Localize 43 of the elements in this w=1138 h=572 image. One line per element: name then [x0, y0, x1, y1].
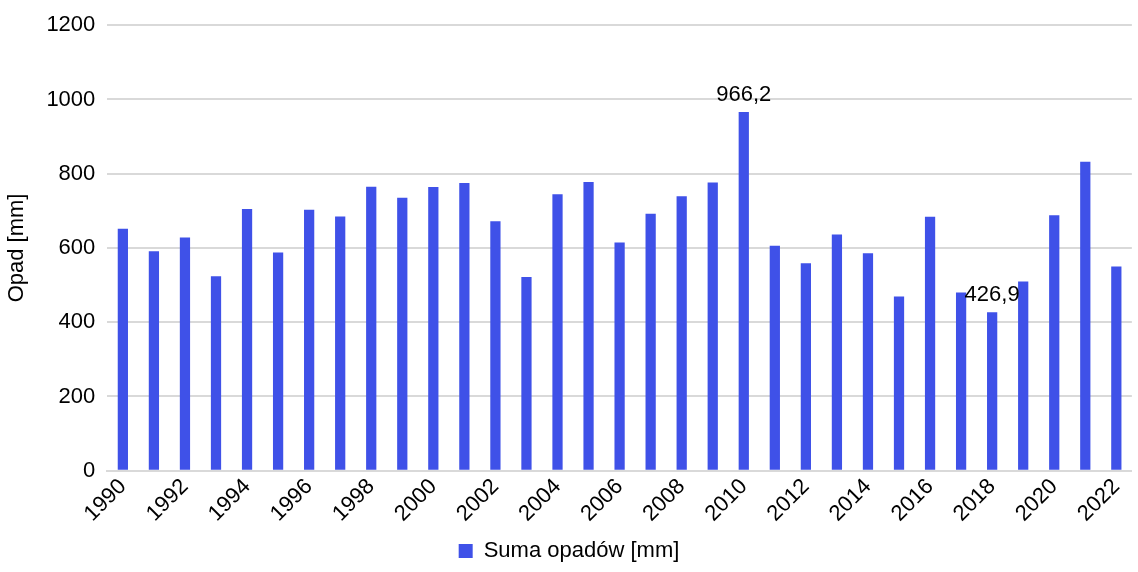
bar	[645, 213, 656, 470]
bar	[707, 182, 718, 470]
bar	[1049, 215, 1060, 470]
bar	[614, 242, 625, 470]
y-tick-label: 800	[58, 159, 96, 185]
bar	[241, 208, 253, 470]
bar	[459, 182, 470, 470]
bar	[831, 234, 843, 470]
bar	[676, 196, 687, 470]
y-tick-label: 600	[58, 234, 96, 260]
y-tick-label: 200	[58, 382, 96, 408]
bar	[1111, 266, 1122, 470]
bar	[304, 209, 315, 470]
bar	[769, 245, 780, 470]
bar	[428, 187, 439, 470]
bar	[490, 221, 501, 470]
bar	[800, 263, 811, 470]
bar	[397, 197, 408, 470]
bar	[552, 194, 563, 470]
bar	[1018, 281, 1029, 470]
bar	[335, 216, 346, 470]
y-tick-label: 1000	[46, 85, 96, 111]
bar	[521, 276, 532, 470]
bar	[987, 312, 998, 470]
bar	[955, 292, 967, 470]
bar	[148, 251, 160, 470]
bar	[272, 252, 284, 470]
bar	[1080, 161, 1091, 470]
y-tick-label: 0	[83, 456, 96, 482]
bar	[583, 181, 594, 470]
bar	[862, 253, 874, 470]
bar	[366, 186, 377, 470]
bar	[738, 112, 749, 470]
y-axis-title: Opad [mm]	[3, 193, 29, 303]
data-label: 966,2	[716, 81, 772, 107]
y-tick-label: 1200	[46, 11, 96, 37]
bar	[117, 228, 128, 470]
bar	[179, 237, 191, 470]
bar	[893, 296, 905, 470]
bar	[210, 276, 222, 470]
legend-label: Suma opadów [mm]	[483, 537, 680, 563]
bar	[924, 216, 936, 470]
y-tick-label: 400	[58, 308, 96, 334]
